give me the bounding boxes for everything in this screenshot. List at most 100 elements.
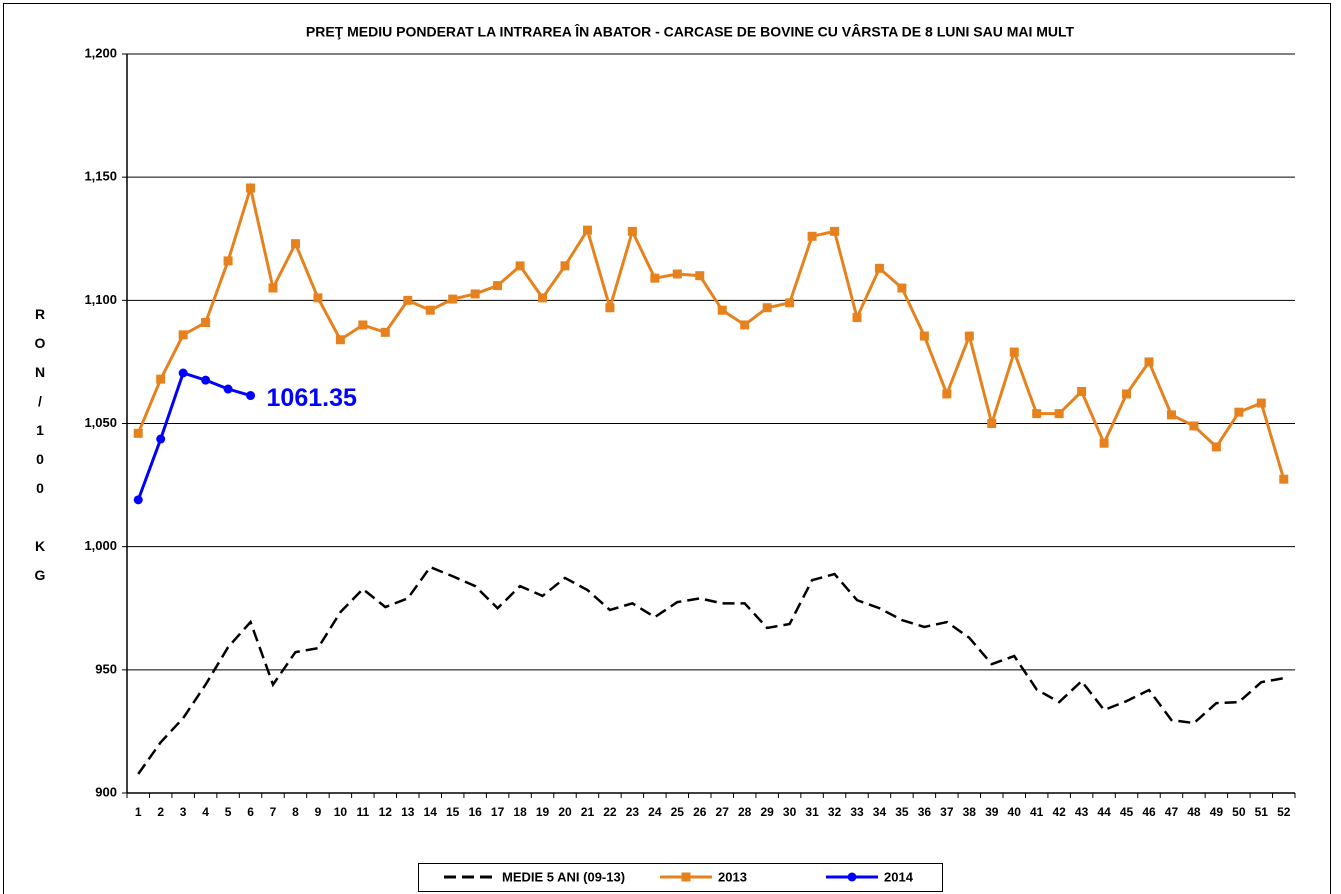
x-tick-label: 42 [1052, 805, 1066, 819]
point [425, 305, 435, 315]
x-tick-label: 1 [135, 805, 142, 819]
point [156, 374, 166, 384]
x-tick-label: 16 [468, 805, 482, 819]
point [268, 283, 278, 293]
x-tick-label: 21 [581, 805, 595, 819]
point [133, 495, 143, 505]
x-tick-label: 35 [895, 805, 909, 819]
point [201, 318, 211, 328]
x-tick-label: 28 [738, 805, 752, 819]
point [987, 419, 997, 428]
x-tick-label: 40 [1008, 805, 1022, 819]
point [740, 320, 750, 330]
x-tick-label: 11 [357, 805, 370, 819]
point [560, 261, 570, 271]
x-tick-label: 5 [225, 805, 232, 819]
y-tick-label: 900 [95, 784, 117, 799]
point [1211, 442, 1221, 452]
point [1054, 409, 1064, 419]
x-tick-label: 20 [558, 805, 572, 819]
point [156, 434, 166, 444]
point [830, 226, 840, 236]
series-line [137, 565, 1284, 775]
x-tick-label: 2 [157, 805, 164, 819]
point [448, 294, 458, 304]
x-tick-label: 32 [828, 805, 842, 819]
point [874, 263, 884, 273]
x-tick-label: 31 [805, 805, 819, 819]
x-tick-label: 8 [292, 805, 299, 819]
x-tick-label: 10 [334, 805, 348, 819]
point [403, 295, 413, 305]
chart-title: PREŢ MEDIU PONDERAT LA INTRAREA ÎN ABATO… [306, 23, 1075, 40]
point [178, 368, 188, 378]
legend-label: 2013 [718, 869, 747, 884]
point [964, 331, 974, 341]
point [582, 225, 592, 235]
x-tick-label: 14 [424, 805, 438, 819]
x-tick-label: 49 [1210, 805, 1224, 819]
x-tick-label: 12 [379, 805, 393, 819]
x-tick-label: 3 [180, 805, 187, 819]
point [897, 283, 907, 293]
x-tick-label: 41 [1030, 805, 1044, 819]
x-tick-label: 44 [1097, 805, 1111, 819]
point [785, 298, 795, 308]
y-tick-label: 1,150 [84, 169, 117, 184]
point [762, 303, 772, 313]
point [246, 183, 256, 193]
point [223, 384, 233, 394]
legend-label: 2014 [884, 869, 914, 884]
point [1032, 409, 1042, 419]
point [1279, 474, 1289, 484]
legend-label: MEDIE 5 ANI (09-13) [502, 869, 625, 884]
point [335, 335, 345, 345]
point [1256, 398, 1266, 408]
x-tick-label: 23 [626, 805, 640, 819]
chart-frame [3, 3, 1331, 894]
x-tick-label: 13 [401, 805, 415, 819]
x-tick-label: 43 [1075, 805, 1089, 819]
x-tick-label: 27 [716, 805, 730, 819]
point [1189, 421, 1199, 431]
x-tick-label: 48 [1187, 805, 1201, 819]
y-tick-label: 950 [95, 661, 117, 676]
point [627, 226, 637, 236]
x-tick-label: 9 [315, 805, 322, 819]
point [717, 305, 727, 315]
point [1144, 357, 1154, 367]
point [223, 256, 233, 266]
y-tick-label: 1,100 [84, 292, 117, 307]
point [672, 269, 682, 279]
point [493, 281, 503, 291]
x-tick-label: 33 [850, 805, 864, 819]
x-tick-label: 50 [1232, 805, 1246, 819]
point [681, 872, 691, 882]
point [313, 293, 323, 303]
x-tick-label: 18 [513, 805, 527, 819]
point [1166, 410, 1176, 420]
y-tick-label: 1,200 [84, 45, 117, 60]
point [1122, 389, 1132, 399]
x-tick-label: 39 [985, 805, 999, 819]
y-axis-label: RON/100 KG [32, 306, 48, 596]
x-tick-label: 29 [760, 805, 774, 819]
x-tick-label: 38 [963, 805, 977, 819]
x-tick-label: 45 [1120, 805, 1134, 819]
series-line [136, 182, 1286, 480]
x-tick-label: 51 [1255, 805, 1269, 819]
point [470, 289, 480, 299]
point [290, 239, 300, 249]
y-tick-label: 1,000 [84, 538, 117, 553]
x-tick-label: 37 [940, 805, 954, 819]
point [1234, 407, 1244, 417]
point [695, 271, 705, 281]
x-tick-label: 26 [693, 805, 707, 819]
point [246, 391, 256, 401]
point [650, 273, 660, 283]
point [1077, 386, 1087, 396]
point [358, 320, 368, 330]
point [178, 330, 188, 340]
